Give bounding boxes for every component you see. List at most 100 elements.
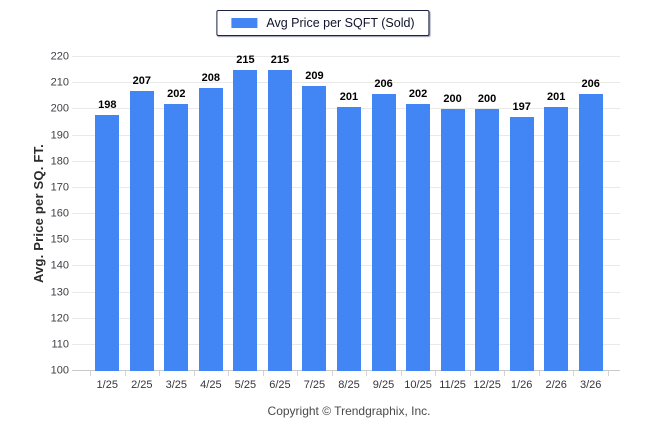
- x-tick-label: 5/25: [234, 379, 257, 391]
- x-tick-label: 10/25: [404, 379, 432, 391]
- bar-value-label: 197: [512, 101, 531, 114]
- y-tick-label: 150: [50, 233, 69, 246]
- bar-value-label: 201: [339, 90, 359, 103]
- bar: [164, 104, 189, 371]
- x-tick-label: 4/25: [200, 379, 222, 391]
- bar: [578, 93, 603, 371]
- x-tick-label: 6/25: [269, 379, 291, 391]
- bar: [371, 93, 396, 371]
- bar-column: 206 9/25: [366, 57, 401, 391]
- y-tick-label: 220: [50, 50, 69, 63]
- x-axis-tick: [469, 371, 471, 376]
- bar: [336, 106, 361, 371]
- x-axis-tick: [90, 371, 91, 376]
- y-tick-label: 120: [50, 312, 69, 325]
- legend-label: Avg Price per SQFT (Sold): [266, 16, 415, 30]
- gridline: [72, 82, 620, 84]
- bar-column: 201 8/25: [332, 57, 367, 391]
- bar-column: 208 4/25: [194, 57, 229, 391]
- y-axis-title: Avg. Price per SQ. FT.: [30, 144, 46, 284]
- x-tick-label: 2/25: [131, 379, 153, 391]
- bar-value-label: 201: [546, 90, 566, 103]
- x-axis-tick: [193, 371, 195, 376]
- x-axis-tick: [331, 371, 333, 376]
- y-tick-label: 190: [50, 129, 69, 141]
- x-axis-tick: [538, 371, 540, 376]
- x-axis-tick: [435, 371, 437, 376]
- x-tick-label: 8/25: [338, 379, 360, 391]
- bar: [544, 106, 569, 371]
- x-axis-tick: [124, 371, 126, 376]
- bar: [129, 91, 154, 371]
- y-tick-label: 110: [51, 338, 69, 351]
- bar: [475, 109, 500, 371]
- copyright-text: Copyright © Trendgraphix, Inc.: [267, 404, 431, 418]
- bar-column: 200 11/25: [435, 57, 470, 391]
- bar-value-label: 215: [236, 54, 255, 67]
- x-tick-label: 1/25: [96, 379, 118, 391]
- bar: [406, 104, 431, 371]
- legend: Avg Price per SQFT (Sold): [216, 10, 430, 36]
- y-tick-label: 180: [50, 155, 69, 168]
- bar-value-label: 206: [581, 77, 600, 90]
- x-axis-tick: [573, 371, 575, 376]
- bars-row: 198 1/25 207 2/25 202 3/25 208 4/25 215 5/25 215 6/…: [78, 54, 620, 391]
- y-axis-title-wrap: Avg. Price per SQ. FT.: [28, 57, 48, 371]
- bar: [440, 109, 465, 371]
- bar-column: 215 5/25: [228, 54, 263, 391]
- legend-swatch-icon: [231, 18, 258, 28]
- bar: [233, 70, 258, 371]
- bar-column: 201 2/26: [539, 57, 574, 391]
- bar-column: 202 10/25: [401, 57, 436, 391]
- bar-value-label: 200: [477, 93, 497, 106]
- bar-column: 215 6/25: [263, 54, 298, 391]
- bar-column: 209 7/25: [297, 57, 332, 391]
- bar-value-label: 198: [98, 98, 117, 111]
- y-tick-label: 100: [50, 364, 69, 377]
- gridline: [72, 56, 620, 57]
- bar-column: 200 12/25: [470, 57, 505, 391]
- y-tick-label: 170: [50, 181, 69, 194]
- x-tick-label: 2/26: [545, 379, 567, 391]
- x-axis-tick: [608, 371, 609, 376]
- y-tick-label: 140: [50, 259, 69, 272]
- x-axis-tick: [228, 371, 230, 376]
- plot-area: 198 1/25 207 2/25 202 3/25 208 4/25 215 5/25 215 6/…: [51, 51, 620, 391]
- y-tick-label: 160: [50, 207, 69, 220]
- x-axis-tick: [504, 371, 506, 376]
- x-axis-tick: [262, 371, 264, 376]
- x-tick-label: 12/25: [473, 379, 501, 391]
- bar-value-label: 206: [374, 77, 393, 90]
- bar: [95, 114, 120, 371]
- bar-value-label: 215: [270, 54, 290, 67]
- x-tick-label: 3/25: [165, 379, 188, 391]
- bar-value-label: 200: [443, 93, 462, 106]
- bar: [509, 117, 534, 371]
- bar-value-label: 202: [167, 88, 186, 101]
- x-tick-label: 3/26: [579, 379, 602, 391]
- bar-column: 202 3/25: [159, 57, 194, 391]
- bar-value-label: 207: [132, 75, 151, 88]
- y-tick-label: 130: [50, 286, 69, 298]
- bar-value-label: 209: [305, 69, 324, 82]
- x-tick-label: 7/25: [303, 379, 326, 391]
- bar: [267, 70, 292, 371]
- x-axis-tick: [400, 371, 402, 376]
- x-tick-label: 9/25: [372, 379, 395, 391]
- bar-column: 207 2/25: [125, 57, 160, 391]
- bar: [198, 88, 223, 371]
- x-tick-label: 1/26: [510, 379, 533, 391]
- bar-value-label: 202: [408, 88, 428, 101]
- x-axis-tick: [159, 371, 161, 376]
- bar-value-label: 208: [201, 72, 221, 85]
- bar-column: 206 3/26: [573, 57, 608, 391]
- x-axis-tick: [297, 371, 299, 376]
- bar: [302, 85, 327, 371]
- x-axis-tick: [366, 371, 368, 376]
- x-tick-label: 11/25: [439, 379, 466, 391]
- y-tick-label: 200: [50, 102, 69, 115]
- y-tick-label: 210: [50, 76, 69, 89]
- bar-column: 198 1/25: [90, 57, 125, 391]
- bar-column: 197 1/26: [504, 57, 539, 391]
